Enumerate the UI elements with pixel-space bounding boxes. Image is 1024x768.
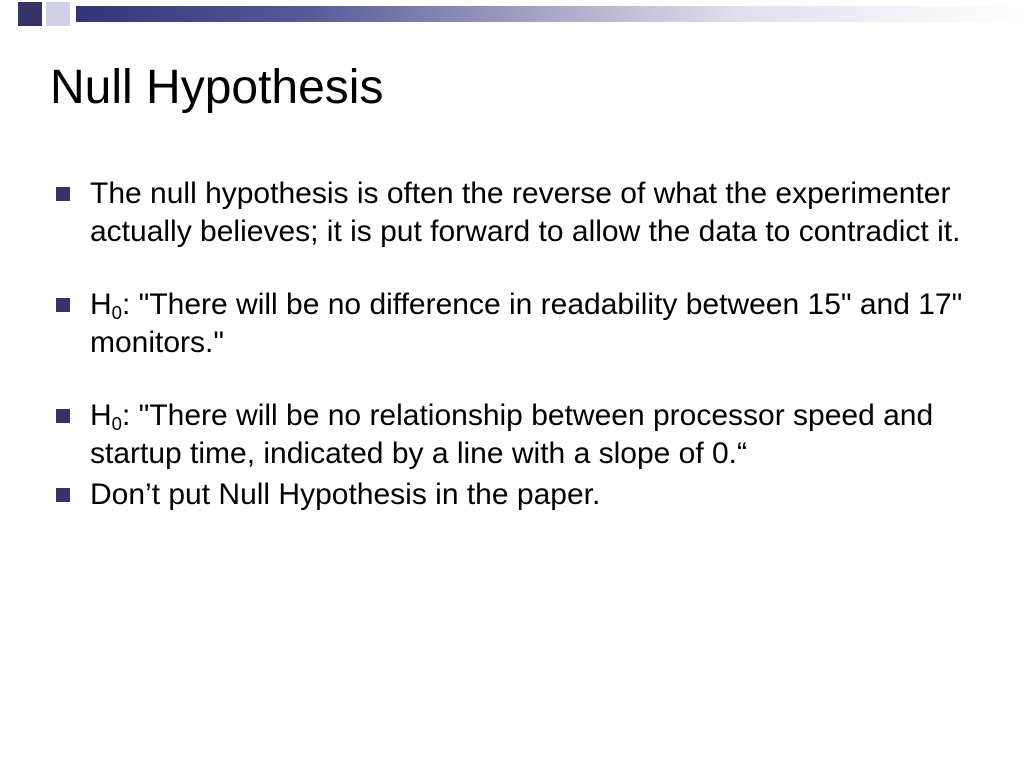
bullet-text: Don’t put Null Hypothesis in the paper. [90, 478, 600, 511]
decor-square-light [46, 2, 70, 26]
bullet-prefix: H [90, 399, 112, 432]
bullet-item: Don’t put Null Hypothesis in the paper. [50, 476, 974, 514]
decor-gradient-bar [76, 6, 1024, 22]
bullet-item: H0: "There will be no difference in read… [50, 286, 974, 361]
bullet-item: H0: "There will be no relationship betwe… [50, 397, 974, 472]
slide-title: Null Hypothesis [50, 60, 974, 115]
bullet-text: : "There will be no relationship between… [90, 399, 933, 470]
bullet-text: : "There will be no difference in readab… [90, 288, 962, 359]
bullet-list: The null hypothesis is often the reverse… [50, 175, 974, 514]
bullet-prefix: H [90, 288, 112, 321]
top-decoration [0, 0, 1024, 28]
decor-square-dark [18, 2, 42, 26]
slide-content: Null Hypothesis The null hypothesis is o… [50, 60, 974, 550]
bullet-text: The null hypothesis is often the reverse… [90, 177, 960, 248]
bullet-item: The null hypothesis is often the reverse… [50, 175, 974, 250]
bullet-subscript: 0 [112, 413, 122, 434]
bullet-subscript: 0 [112, 302, 122, 323]
